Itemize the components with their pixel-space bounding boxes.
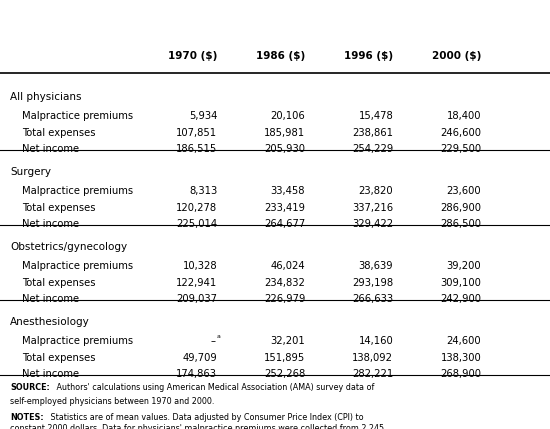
Text: Total expenses: Total expenses xyxy=(22,353,96,363)
Text: 39,200: 39,200 xyxy=(447,261,481,272)
Text: 286,500: 286,500 xyxy=(440,220,481,230)
Text: Authors' calculations using American Medical Association (AMA) survey data of: Authors' calculations using American Med… xyxy=(54,384,375,393)
Text: 254,229: 254,229 xyxy=(352,145,393,154)
Text: 138,300: 138,300 xyxy=(441,353,481,363)
Text: Net income: Net income xyxy=(22,220,79,230)
Text: 20,106: 20,106 xyxy=(271,112,305,121)
Text: 252,268: 252,268 xyxy=(264,369,305,380)
Text: 266,633: 266,633 xyxy=(352,294,393,305)
Text: Malpractice premiums: Malpractice premiums xyxy=(22,336,133,347)
Text: Total expenses: Total expenses xyxy=(22,278,96,288)
Text: 49,709: 49,709 xyxy=(183,353,217,363)
Text: 268,900: 268,900 xyxy=(440,369,481,380)
Text: Anesthesiology: Anesthesiology xyxy=(10,317,90,327)
Text: NOTES:: NOTES: xyxy=(10,413,43,422)
Text: a: a xyxy=(216,335,220,339)
Text: 1996 ($): 1996 ($) xyxy=(344,51,393,61)
Text: Source: Health Aff © 2006 Project HOPE: Source: Health Aff © 2006 Project HOPE xyxy=(373,414,542,423)
Text: 138,092: 138,092 xyxy=(352,353,393,363)
Text: 107,851: 107,851 xyxy=(176,128,217,138)
Text: 209,037: 209,037 xyxy=(176,294,217,305)
Text: 229,500: 229,500 xyxy=(440,145,481,154)
Text: 18,400: 18,400 xyxy=(447,112,481,121)
Text: 337,216: 337,216 xyxy=(352,203,393,213)
Text: 225,014: 225,014 xyxy=(176,220,217,230)
Text: 122,941: 122,941 xyxy=(176,278,217,288)
Text: 234,832: 234,832 xyxy=(265,278,305,288)
Text: 174,863: 174,863 xyxy=(176,369,217,380)
Text: 38,639: 38,639 xyxy=(359,261,393,272)
Text: 1986 ($): 1986 ($) xyxy=(256,51,305,61)
Text: 23,820: 23,820 xyxy=(359,187,393,196)
Text: –: – xyxy=(210,336,215,347)
Text: 2000 ($): 2000 ($) xyxy=(432,51,481,61)
Text: 205,930: 205,930 xyxy=(264,145,305,154)
Text: 1970 ($): 1970 ($) xyxy=(168,51,217,61)
Text: Total expenses: Total expenses xyxy=(22,128,96,138)
Text: 246,600: 246,600 xyxy=(440,128,481,138)
Text: 329,422: 329,422 xyxy=(352,220,393,230)
Text: All physicians: All physicians xyxy=(10,92,81,103)
Text: 10,328: 10,328 xyxy=(183,261,217,272)
Text: Net income: Net income xyxy=(22,145,79,154)
Text: ®: ® xyxy=(81,5,90,14)
Text: 24,600: 24,600 xyxy=(447,336,481,347)
Text: 286,900: 286,900 xyxy=(440,203,481,213)
Text: 293,198: 293,198 xyxy=(352,278,393,288)
Text: Total expenses: Total expenses xyxy=(22,203,96,213)
Text: Net income: Net income xyxy=(22,369,79,380)
Text: Medscape: Medscape xyxy=(7,10,90,25)
Text: 151,895: 151,895 xyxy=(264,353,305,363)
Text: 8,313: 8,313 xyxy=(189,187,217,196)
Text: SOURCE:: SOURCE: xyxy=(10,384,49,393)
Text: Surgery: Surgery xyxy=(10,167,51,177)
Text: constant 2000 dollars. Data for physicians' malpractice premiums were collected : constant 2000 dollars. Data for physicia… xyxy=(10,424,384,429)
Text: Net income: Net income xyxy=(22,294,79,305)
Text: 264,677: 264,677 xyxy=(264,220,305,230)
Text: self-employed physicians between 1970 and 2000.: self-employed physicians between 1970 an… xyxy=(10,397,214,406)
Text: 242,900: 242,900 xyxy=(440,294,481,305)
Text: 186,515: 186,515 xyxy=(176,145,217,154)
Text: 233,419: 233,419 xyxy=(264,203,305,213)
Text: 14,160: 14,160 xyxy=(359,336,393,347)
Text: 32,201: 32,201 xyxy=(271,336,305,347)
Text: www.medscape.com: www.medscape.com xyxy=(138,11,258,24)
Text: Statistics are of mean values. Data adjusted by Consumer Price Index (CPI) to: Statistics are of mean values. Data adju… xyxy=(48,413,364,422)
Text: 120,278: 120,278 xyxy=(176,203,217,213)
Text: 15,478: 15,478 xyxy=(359,112,393,121)
Text: 226,979: 226,979 xyxy=(264,294,305,305)
Text: 46,024: 46,024 xyxy=(271,261,305,272)
Text: Obstetrics/gynecology: Obstetrics/gynecology xyxy=(10,242,127,252)
Text: 5,934: 5,934 xyxy=(189,112,217,121)
Text: Malpractice premiums: Malpractice premiums xyxy=(22,112,133,121)
Text: 309,100: 309,100 xyxy=(441,278,481,288)
Text: 185,981: 185,981 xyxy=(264,128,305,138)
Text: 23,600: 23,600 xyxy=(447,187,481,196)
Text: 238,861: 238,861 xyxy=(352,128,393,138)
Text: 282,221: 282,221 xyxy=(352,369,393,380)
Text: Malpractice premiums: Malpractice premiums xyxy=(22,187,133,196)
Text: Malpractice premiums: Malpractice premiums xyxy=(22,261,133,272)
Text: 33,458: 33,458 xyxy=(271,187,305,196)
